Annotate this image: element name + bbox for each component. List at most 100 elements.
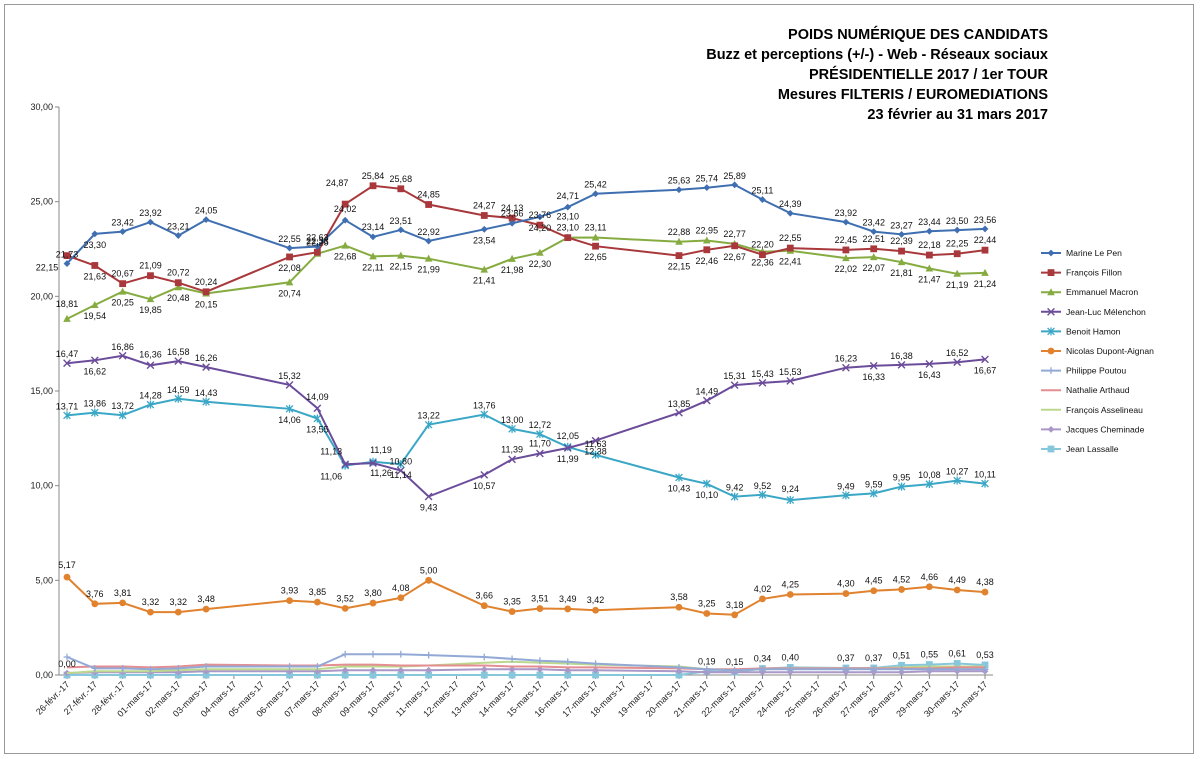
data-label-marine-le-pen: 25,11	[752, 186, 774, 196]
data-point-emmanuel-macron	[925, 264, 934, 272]
legend-label: Benoit Hamon	[1066, 326, 1121, 336]
data-point-jacques-cheminade	[536, 665, 544, 673]
data-point-jean-lassalle	[480, 671, 488, 679]
data-point-philippe-poutou	[397, 650, 405, 658]
data-label-emmanuel-macron: 22,41	[779, 257, 802, 267]
data-label-jean-luc-melenchon: 16,23	[835, 354, 858, 364]
data-label-nicolas-dupont-aignan: 3,48	[197, 594, 215, 604]
data-label-marine-le-pen: 25,89	[723, 171, 746, 181]
data-point-francois-fillon	[731, 242, 739, 250]
data-point-jean-lassalle	[953, 660, 961, 667]
data-point-marine-le-pen	[147, 218, 154, 226]
data-label-benoit-hamon: 11,63	[585, 439, 607, 449]
legend-label: Marine Le Pen	[1066, 248, 1122, 258]
data-point-philippe-poutou	[341, 650, 349, 658]
data-point-jean-lassalle	[925, 661, 933, 668]
data-label-marine-le-pen: 22,55	[278, 234, 301, 244]
data-point-marine-le-pen	[480, 225, 488, 233]
data-point-jacques-cheminade	[675, 667, 683, 675]
series-benoit-hamon	[63, 394, 989, 505]
legend-item-jacques-cheminade: Jacques Cheminade	[1041, 424, 1145, 434]
data-label-francois-fillon: 24,85	[417, 190, 440, 200]
data-point-jean-luc-melenchon	[396, 466, 405, 475]
data-point-jean-lassalle	[508, 671, 516, 679]
data-point-nicolas-dupont-aignan	[369, 599, 377, 607]
data-point-benoit-hamon	[285, 404, 294, 413]
data-label-marine-le-pen: 24,71	[556, 191, 579, 201]
data-point-philippe-poutou	[786, 665, 794, 673]
data-point-benoit-hamon	[536, 430, 544, 439]
data-point-jean-luc-melenchon	[313, 404, 322, 413]
data-label-nicolas-dupont-aignan: 4,49	[948, 575, 966, 585]
data-point-francois-fillon	[675, 252, 683, 260]
data-point-emmanuel-macron	[146, 295, 155, 303]
data-label-francois-fillon: 22,65	[584, 252, 607, 262]
data-point-philippe-poutou	[675, 664, 683, 671]
series-line-nicolas-dupont-aignan	[66, 576, 986, 616]
data-label-nicolas-dupont-aignan: 5,00	[420, 565, 438, 575]
data-point-marine-le-pen	[759, 196, 766, 203]
data-label-nicolas-dupont-aignan: 3,85	[309, 587, 327, 597]
data-label-jean-lassalle: 0,37	[865, 653, 883, 663]
data-label-emmanuel-macron: 21,24	[974, 279, 997, 289]
data-point-francois-fillon	[147, 272, 154, 280]
data-label-benoit-hamon: 13,76	[473, 400, 496, 410]
data-point-philippe-poutou	[480, 653, 488, 661]
data-point-nicolas-dupont-aignan	[786, 591, 794, 598]
data-point-nicolas-dupont-aignan	[480, 602, 488, 610]
data-label-emmanuel-macron: 21,47	[918, 275, 941, 285]
data-point-francois-fillon	[842, 246, 850, 254]
data-point-philippe-poutou	[425, 651, 433, 659]
data-label-nicolas-dupont-aignan: 3,66	[476, 591, 494, 601]
data-point-benoit-hamon	[118, 411, 127, 420]
data-point-nicolas-dupont-aignan	[675, 603, 683, 611]
data-point-philippe-poutou	[953, 665, 961, 673]
data-label-jean-luc-melenchon: 16,36	[139, 349, 162, 359]
data-point-jean-luc-melenchon	[118, 351, 127, 360]
data-label-marine-le-pen: 23,30	[84, 240, 107, 250]
data-label-nicolas-dupont-aignan: 3,52	[336, 593, 354, 603]
data-point-jean-luc-melenchon	[563, 444, 572, 452]
data-point-jean-lassalle	[675, 671, 683, 679]
data-point-jean-luc-melenchon	[90, 356, 99, 365]
data-label-nicolas-dupont-aignan: 3,81	[114, 588, 132, 598]
series-nicolas-dupont-aignan	[63, 573, 989, 619]
data-point-emmanuel-macron	[508, 254, 516, 262]
data-label-emmanuel-macron: 19,54	[84, 311, 107, 321]
data-label-nicolas-dupont-aignan: 3,51	[531, 594, 549, 604]
data-point-jean-luc-melenchon	[146, 361, 155, 370]
data-point-francois-fillon	[313, 248, 321, 256]
data-label-francois-fillon: 22,20	[751, 240, 774, 250]
data-point-marine-le-pen	[91, 230, 99, 238]
data-point-jean-lassalle	[564, 671, 572, 679]
data-point-emmanuel-macron	[703, 236, 711, 244]
data-point-nicolas-dupont-aignan	[981, 588, 989, 596]
data-point-benoit-hamon	[174, 394, 183, 403]
data-point-francois-fillon	[91, 262, 99, 269]
data-point-emmanuel-macron	[480, 265, 489, 273]
data-point-nicolas-dupont-aignan	[508, 608, 516, 615]
data-point-emmanuel-macron	[897, 258, 906, 266]
data-point-jacques-cheminade	[369, 666, 377, 674]
data-point-nicolas-dupont-aignan	[397, 594, 405, 602]
data-point-emmanuel-macron	[63, 314, 71, 322]
data-label-benoit-hamon: 10,27	[946, 467, 969, 477]
data-label-emmanuel-macron: 19,85	[139, 305, 162, 315]
data-point-philippe-poutou	[147, 665, 154, 673]
data-point-philippe-poutou	[759, 665, 766, 673]
data-label-emmanuel-macron: 23,11	[585, 222, 607, 232]
data-label-benoit-hamon: 14,06	[278, 415, 301, 425]
data-label-jean-luc-melenchon: 10,80	[390, 457, 413, 467]
data-point-nicolas-dupont-aignan	[91, 600, 99, 608]
data-label-jean-luc-melenchon: 11,19	[370, 445, 392, 455]
legend-swatch-marker	[1047, 307, 1055, 316]
data-label-jean-lassalle: 0,40	[782, 652, 800, 662]
data-label-jean-lassalle: 0,00	[58, 659, 76, 669]
data-point-emmanuel-macron	[536, 248, 544, 256]
data-point-jacques-cheminade	[341, 666, 349, 674]
data-label-francois-fillon: 20,24	[195, 277, 218, 287]
chart-frame: POIDS NUMÉRIQUE DES CANDIDATS Buzz et pe…	[4, 4, 1194, 754]
data-label-benoit-hamon: 10,10	[696, 490, 719, 500]
data-point-philippe-poutou	[564, 658, 572, 666]
legend-swatch-marker	[1047, 347, 1055, 355]
